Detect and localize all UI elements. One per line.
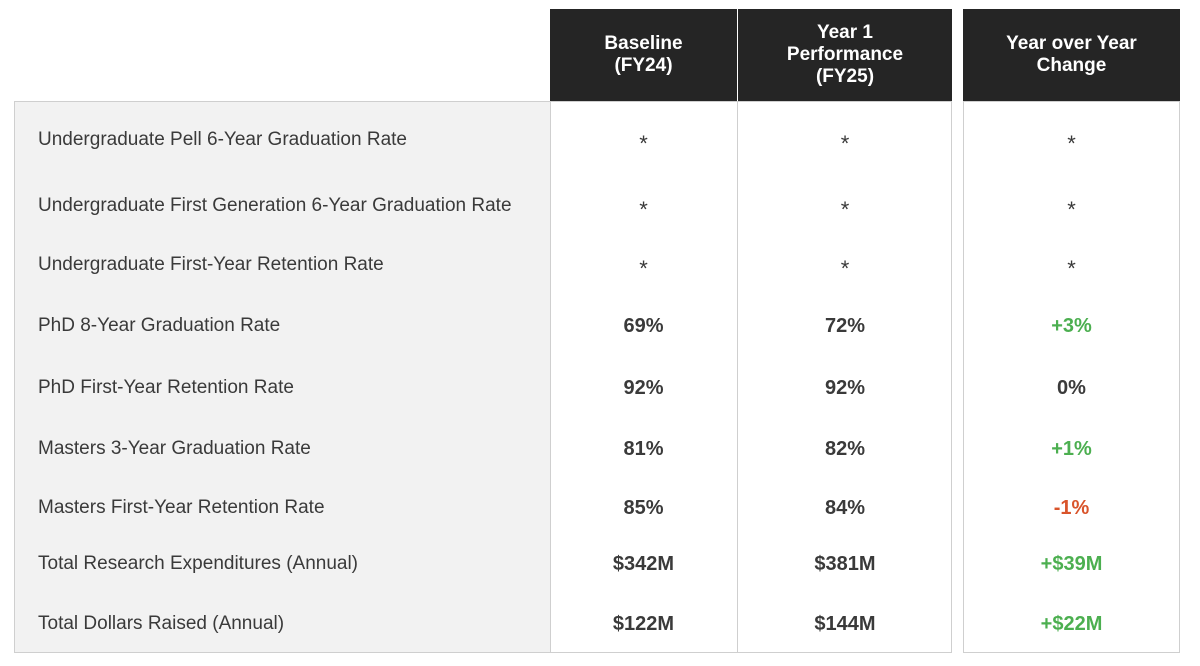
baseline-value: 69% xyxy=(623,314,664,337)
table-row: PhD 8-Year Graduation Rate 69% 72% +3% xyxy=(0,298,1200,354)
year1-value: 82% xyxy=(824,437,866,460)
baseline-value: 81% xyxy=(623,437,664,460)
change-value: * xyxy=(1067,256,1076,281)
change-value: * xyxy=(1067,197,1076,222)
year1-value: * xyxy=(840,256,850,281)
year1-value: * xyxy=(840,131,850,156)
metric-label: Undergraduate First Generation 6-Year Gr… xyxy=(38,195,512,216)
year1-value: 92% xyxy=(824,376,866,399)
table-row: Total Dollars Raised (Annual) $122M $144M +… xyxy=(0,596,1200,652)
table-row: Masters 3-Year Graduation Rate 81% 82% +1% xyxy=(0,421,1200,477)
baseline-value: 85% xyxy=(623,496,664,519)
column-divider xyxy=(737,101,738,653)
change-value: +$39M xyxy=(1040,552,1103,575)
year1-value: $144M xyxy=(814,612,876,635)
metric-label: PhD First-Year Retention Rate xyxy=(38,377,294,398)
column-header-baseline-label: Baseline (FY24) xyxy=(604,33,683,76)
change-value: +1% xyxy=(1051,437,1092,460)
table-row: Total Research Expenditures (Annual) $342… xyxy=(0,536,1200,592)
table-row: PhD First-Year Retention Rate 92% 92% 0% xyxy=(0,360,1200,416)
year1-value: 72% xyxy=(824,314,866,337)
column-header-yoy-label: Year over Year Change xyxy=(1006,33,1137,76)
metric-label: Total Dollars Raised (Annual) xyxy=(38,613,285,634)
metric-label: Undergraduate Pell 6-Year Graduation Rat… xyxy=(38,129,407,150)
change-value: +$22M xyxy=(1040,612,1103,635)
metric-label: Undergraduate First-Year Retention Rate xyxy=(38,254,384,275)
metric-label: Total Research Expenditures (Annual) xyxy=(38,553,359,574)
baseline-value: $122M xyxy=(612,612,675,635)
year1-value: 84% xyxy=(824,496,866,519)
table-row: Undergraduate First Generation 6-Year Gr… xyxy=(0,175,1200,237)
change-value: -1% xyxy=(1053,496,1090,519)
metric-labels-panel xyxy=(14,101,550,653)
baseline-value: * xyxy=(639,256,648,281)
change-value: 0% xyxy=(1057,376,1086,399)
table-row: Undergraduate First-Year Retention Rate *… xyxy=(0,238,1200,292)
column-header-year1-label: Year 1 Performance (FY25) xyxy=(786,22,904,87)
metric-label: Masters First-Year Retention Rate xyxy=(38,497,325,518)
change-value: +3% xyxy=(1051,314,1092,337)
column-header-baseline: Baseline (FY24) xyxy=(550,9,737,101)
table-row: Undergraduate Pell 6-Year Graduation Rat… xyxy=(0,112,1200,168)
change-value: * xyxy=(1067,131,1076,156)
column-header-yoy: Year over Year Change xyxy=(963,9,1180,101)
baseline-value: * xyxy=(639,197,648,222)
metric-label: Masters 3-Year Graduation Rate xyxy=(38,438,311,459)
baseline-value: $342M xyxy=(612,552,675,575)
metric-label: PhD 8-Year Graduation Rate xyxy=(38,315,281,336)
year1-value: $381M xyxy=(814,552,876,575)
column-header-year1: Year 1 Performance (FY25) xyxy=(738,9,952,101)
values-panel xyxy=(550,101,952,653)
baseline-value: * xyxy=(639,131,648,156)
change-panel xyxy=(963,101,1180,653)
year1-value: * xyxy=(840,197,850,222)
table-row: Masters First-Year Retention Rate 85% 84% -… xyxy=(0,480,1200,536)
baseline-value: 92% xyxy=(623,376,664,399)
